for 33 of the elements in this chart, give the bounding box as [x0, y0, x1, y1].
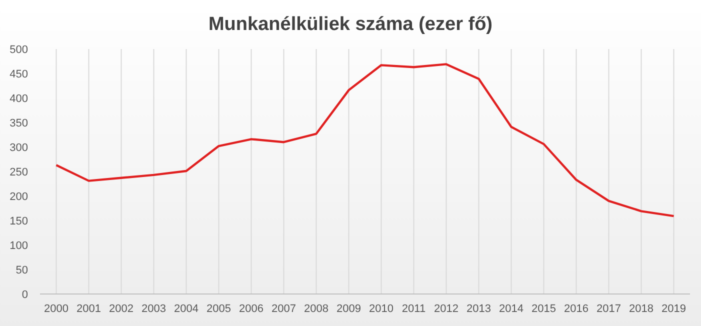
- y-tick-label: 450: [10, 68, 28, 80]
- x-tick-label: 2008: [304, 303, 328, 315]
- y-tick-label: 250: [10, 166, 28, 178]
- y-tick-label: 200: [10, 190, 28, 203]
- y-tick-label: 0: [22, 288, 28, 301]
- x-tick-label: 2010: [369, 303, 394, 315]
- x-tick-label: 2009: [336, 303, 361, 315]
- x-tick-label: 2018: [629, 303, 654, 315]
- x-tick-label: 2014: [499, 303, 524, 315]
- y-tick-label: 100: [10, 240, 28, 252]
- x-tick-label: 2016: [564, 303, 588, 315]
- x-tick-label: 2019: [662, 303, 686, 315]
- x-tick-label: 2005: [206, 303, 231, 315]
- y-tick-label: 150: [10, 215, 28, 228]
- x-tick-label: 2002: [109, 303, 134, 315]
- x-tick-label: 2012: [434, 303, 458, 315]
- x-tick-label: 2011: [402, 303, 426, 315]
- x-tick-label: 2001: [76, 303, 101, 315]
- y-tick-label: 300: [10, 142, 28, 154]
- x-tick-label: 2006: [239, 303, 264, 315]
- x-tick-label: 2003: [142, 303, 166, 315]
- y-tick-label: 350: [10, 117, 28, 130]
- x-tick-label: 2004: [174, 303, 198, 315]
- x-tick-label: 2017: [596, 303, 621, 315]
- y-tick-label: 50: [16, 264, 28, 276]
- x-tick-label: 2000: [44, 303, 68, 315]
- y-tick-label: 500: [10, 44, 28, 56]
- x-tick-label: 2015: [532, 303, 556, 315]
- line-series: [55, 63, 675, 218]
- x-tick-label: 2013: [466, 303, 491, 315]
- x-tick-label: 2007: [272, 303, 296, 315]
- y-tick-label: 400: [10, 92, 28, 105]
- chart-title: Munkanélküliek száma (ezer fő): [208, 14, 493, 35]
